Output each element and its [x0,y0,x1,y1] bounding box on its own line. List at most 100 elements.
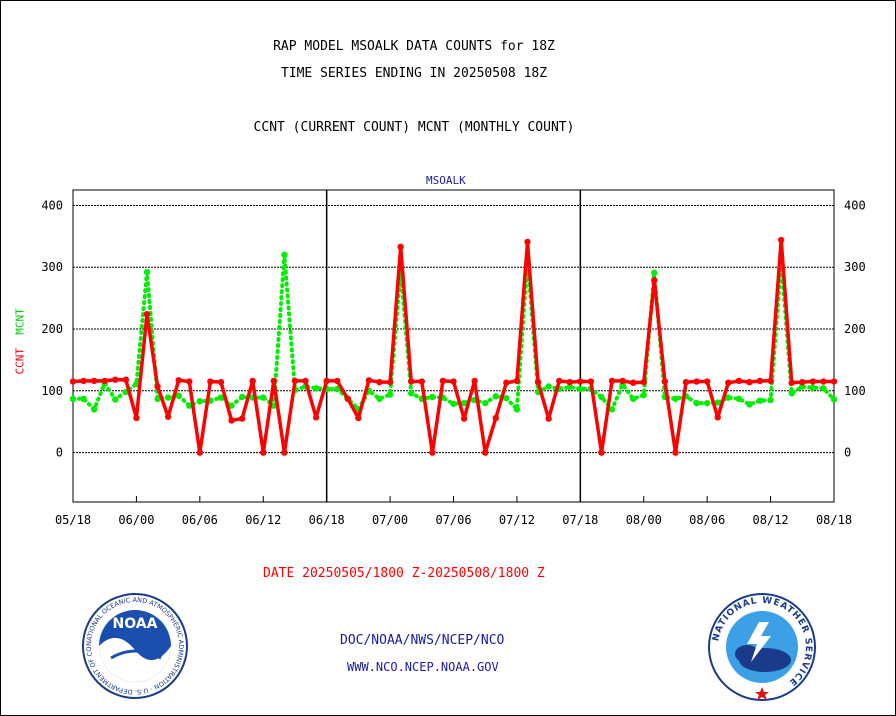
y-tick-label-left: 100 [41,384,63,398]
data-point-mcnt [270,402,278,409]
data-point-mcnt [238,393,246,401]
data-point-ccnt [608,377,616,385]
data-point-mcnt [408,390,415,397]
data-point-ccnt [281,449,288,456]
data-point-mcnt [725,394,732,401]
data-point-ccnt [756,377,764,385]
data-point-ccnt [397,243,404,251]
data-point-ccnt [186,378,193,385]
data-point-mcnt [228,402,235,409]
data-point-ccnt [820,378,827,385]
y-tick-label-right: 100 [844,384,866,398]
chart-title-series-end: TIME SERIES ENDING IN 20250508 18Z [280,66,548,81]
y-tick-label-left: 300 [41,260,63,274]
data-point-ccnt [714,414,721,421]
series-line-ccnt [72,238,834,455]
y-tick-label-right: 400 [844,198,866,212]
chart-subtitle-station: MSOALK [426,174,466,187]
data-point-ccnt [143,310,151,318]
data-point-ccnt [703,378,711,385]
y-tick-label-left: 200 [41,322,63,336]
data-point-mcnt [154,395,161,403]
data-point-mcnt [175,392,182,399]
data-point-mcnt [735,395,743,403]
data-point-mcnt [714,399,721,406]
data-point-ccnt [386,378,394,386]
data-point-mcnt [80,395,87,403]
data-point-ccnt [566,378,573,386]
data-point-ccnt [524,238,531,246]
x-tick-label: 07/18 [562,513,598,527]
data-point-ccnt [323,377,330,385]
data-point-ccnt [270,377,278,385]
nws-logo-icon: NATIONAL WEATHER SERVICE [708,593,816,701]
data-point-mcnt [651,269,658,276]
x-tick-label: 06/18 [309,513,345,527]
x-tick-label: 08/06 [689,513,725,527]
x-tick-label: 06/12 [245,513,281,527]
data-point-ccnt [101,377,108,385]
credit-organization: DOC/NOAA/NWS/NCEP/NCO [340,633,505,648]
data-point-ccnt [122,376,130,383]
data-point-ccnt [69,378,77,385]
data-point-mcnt [164,394,172,401]
data-point-ccnt [238,415,246,422]
date-range-label: DATE 20250505/1800 Z-20250508/1800 Z [263,566,545,581]
data-point-ccnt [365,377,373,384]
data-point-mcnt [429,393,436,401]
data-point-mcnt [260,394,267,401]
data-point-ccnt [534,378,542,386]
data-point-ccnt [228,417,235,424]
data-point-mcnt [143,268,151,276]
data-point-mcnt [566,383,573,391]
noaa-logo-icon: NATIONAL OCEANIC AND ATMOSPHERIC ADMINIS… [81,592,188,699]
data-point-ccnt [492,414,499,422]
data-point-ccnt [312,414,320,421]
data-point-ccnt [355,414,362,422]
y-tick-label-right: 0 [844,446,851,460]
data-point-mcnt [503,395,510,402]
data-point-mcnt [69,395,77,403]
data-point-ccnt [112,376,119,383]
data-point-ccnt [482,449,489,456]
data-point-ccnt [471,377,478,385]
y-tick-label-right: 300 [844,260,866,274]
data-point-ccnt [344,395,352,403]
data-point-mcnt [577,385,584,393]
chart-legend-description: CCNT (CURRENT COUNT) MCNT (MONTHLY COUNT… [253,120,575,135]
data-point-mcnt [767,396,774,404]
data-point-ccnt [217,378,225,386]
data-point-ccnt [619,377,626,385]
data-point-mcnt [598,393,605,401]
data-point-mcnt [217,394,225,401]
data-point-ccnt [80,377,87,385]
data-point-ccnt [439,377,447,385]
y-tick-label-left: 400 [41,198,63,212]
data-point-ccnt [577,378,584,385]
chart-plot: 0 0 100 100 200 200 300 300 400 400 05/18 06/00 06/0… [41,189,866,527]
data-point-mcnt [672,395,679,403]
data-point-mcnt [693,399,700,407]
data-point-mcnt [492,393,499,400]
credit-website-link[interactable]: WWW.NCO.NCEP.NOAA.GOV [347,660,499,674]
data-point-ccnt [429,449,436,456]
data-point-ccnt [302,377,309,385]
x-tick-label: 06/00 [118,513,154,527]
x-tick-label: 07/00 [372,513,408,527]
data-point-ccnt [767,377,774,385]
data-point-ccnt [196,449,204,456]
data-point-ccnt [598,449,605,456]
data-point-ccnt [555,377,563,385]
data-point-mcnt [830,396,838,403]
plot-border [72,189,835,503]
data-point-ccnt [587,378,595,385]
data-point-ccnt [334,377,341,385]
data-point-mcnt [334,385,341,393]
data-point-ccnt [460,415,468,422]
data-point-ccnt [133,414,140,422]
data-point-mcnt [513,406,521,413]
chart-title: RAP MODEL MSOALK DATA COUNTS for 18Z [273,39,555,54]
data-point-mcnt [450,400,457,407]
data-point-mcnt [788,390,795,397]
